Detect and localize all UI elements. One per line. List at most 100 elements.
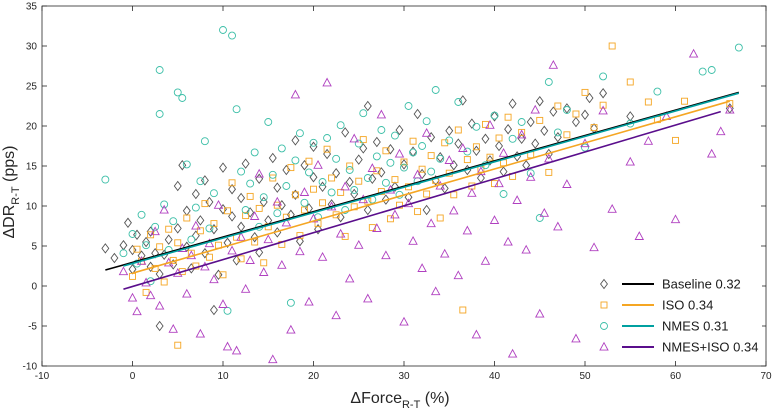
data-point-diamond — [400, 159, 408, 170]
data-point-triangle — [118, 266, 129, 276]
data-point-diamond — [246, 207, 255, 218]
data-point-circle — [151, 222, 160, 231]
data-point-square — [423, 190, 431, 198]
data-point-square — [269, 174, 277, 182]
data-point-diamond — [372, 136, 381, 148]
data-point-triangle — [485, 119, 495, 129]
data-point-triangle — [562, 179, 572, 188]
data-point-square — [323, 145, 331, 153]
legend-marker-diamond — [600, 278, 608, 290]
data-point-diamond — [196, 215, 205, 226]
y-tick-label: 35 — [26, 2, 38, 13]
data-point-triangle — [725, 104, 735, 114]
data-point-triangle — [571, 333, 581, 343]
data-point-square — [183, 214, 191, 222]
data-point-circle — [318, 178, 327, 186]
data-point-diamond — [354, 154, 363, 165]
data-point-diamond — [255, 247, 264, 258]
data-point-triangle — [462, 225, 473, 235]
legend-entry-label: NMES+ISO 0.34 — [662, 340, 758, 355]
data-point-triangle — [489, 215, 500, 224]
y-tick-label: 20 — [26, 122, 38, 133]
data-point-square — [644, 98, 652, 106]
x-tick-label: 30 — [398, 371, 410, 382]
data-point-square — [305, 157, 313, 165]
data-point-square — [160, 278, 168, 286]
data-point-diamond — [585, 92, 594, 104]
data-point-triangle — [417, 263, 427, 272]
data-point-circle — [436, 154, 445, 163]
data-point-square — [355, 177, 363, 185]
data-point-diamond — [182, 241, 191, 253]
y-tick-label: 5 — [31, 242, 37, 253]
data-point-triangle — [367, 163, 378, 172]
data-point-triangle — [476, 166, 486, 176]
data-point-diamond — [381, 194, 390, 205]
data-point-square — [386, 215, 394, 223]
data-point-circle — [101, 175, 110, 184]
data-point-square — [328, 174, 336, 182]
data-point-diamond — [223, 237, 232, 249]
data-point-circle — [241, 206, 250, 214]
data-point-triangle — [258, 267, 269, 276]
data-point-diamond — [314, 223, 322, 235]
data-point-diamond — [214, 269, 223, 281]
data-point-triangle — [209, 274, 219, 284]
data-point-diamond — [490, 111, 499, 122]
data-point-triangle — [299, 187, 310, 196]
data-point-triangle — [245, 255, 255, 264]
data-point-triangle — [439, 248, 450, 258]
x-tick-label: 0 — [130, 371, 136, 382]
data-point-triangle — [231, 345, 242, 355]
data-point-triangle — [670, 214, 681, 224]
data-point-circle — [544, 78, 553, 86]
data-point-circle — [200, 137, 209, 146]
data-point-square — [205, 253, 213, 261]
data-point-diamond — [495, 140, 503, 152]
data-point-circle — [277, 144, 286, 153]
data-point-diamond — [282, 164, 291, 176]
legend-entry-label: ISO 0.34 — [662, 298, 713, 313]
data-point-circle — [499, 190, 508, 198]
data-point-circle — [734, 43, 743, 52]
data-point-square — [228, 179, 236, 187]
data-point-square — [255, 204, 263, 212]
data-point-triangle — [449, 205, 459, 215]
data-point-square — [495, 134, 503, 142]
data-point-triangle — [349, 133, 359, 143]
data-point-square — [129, 272, 136, 280]
data-point-circle — [372, 152, 381, 161]
legend-marker-circle — [600, 322, 608, 330]
data-point-circle — [400, 163, 408, 172]
data-point-circle — [323, 134, 332, 142]
data-point-diamond — [531, 138, 540, 149]
data-point-circle — [223, 306, 232, 315]
data-point-diamond — [486, 155, 494, 166]
data-point-triangle — [191, 220, 201, 230]
data-point-diamond — [332, 167, 341, 179]
data-point-triangle — [494, 178, 504, 188]
data-point-diamond — [368, 173, 377, 185]
legend-entry-label: NMES 0.31 — [662, 319, 728, 334]
y-tick-label: 30 — [26, 42, 38, 53]
data-point-circle — [232, 105, 241, 114]
data-point-diamond — [377, 167, 386, 178]
data-point-triangle — [498, 147, 509, 157]
data-point-diamond — [209, 304, 218, 316]
data-point-square — [454, 126, 462, 134]
data-point-square — [174, 239, 182, 247]
data-point-circle — [142, 241, 151, 250]
data-point-triangle — [145, 290, 156, 300]
data-point-square — [459, 306, 467, 314]
data-point-circle — [422, 117, 431, 126]
data-point-triangle — [408, 235, 418, 245]
data-point-triangle — [512, 195, 522, 204]
data-point-triangle — [159, 204, 169, 214]
data-point-diamond — [124, 217, 132, 229]
data-point-circle — [155, 66, 164, 74]
data-point-square — [142, 288, 150, 296]
data-point-triangle — [249, 211, 260, 220]
data-point-circle — [698, 67, 707, 76]
data-point-diamond — [508, 98, 517, 109]
